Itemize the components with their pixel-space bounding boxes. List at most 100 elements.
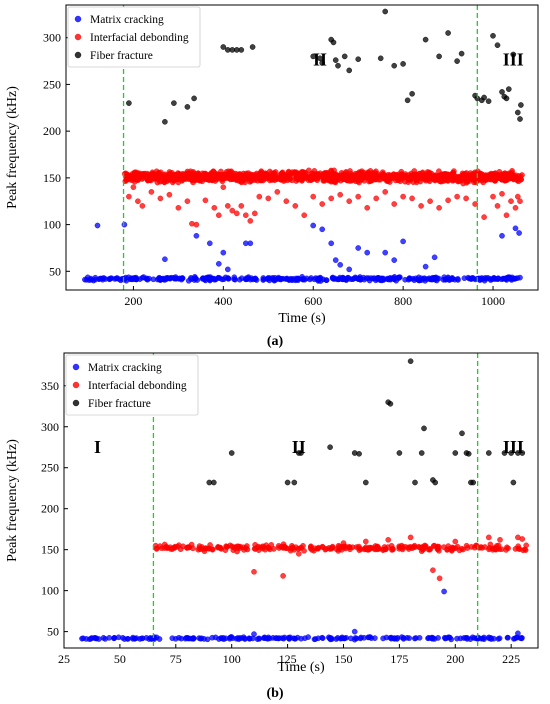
data-point: [421, 275, 428, 282]
data-point: [224, 203, 231, 209]
data-point: [130, 184, 137, 190]
data-point: [269, 177, 276, 183]
data-point: [132, 169, 139, 175]
data-point: [461, 275, 468, 282]
data-point: [481, 636, 487, 642]
data-point: [133, 174, 139, 181]
data-point: [442, 276, 449, 283]
data-point: [356, 450, 362, 457]
data-point: [426, 178, 433, 185]
data-point: [337, 261, 344, 268]
data-point: [517, 116, 523, 122]
data-point: [517, 198, 523, 204]
data-point: [315, 171, 321, 177]
legend-box: [65, 354, 199, 416]
data-point: [121, 221, 128, 228]
data-point: [512, 204, 519, 211]
x-tick-label: 800: [394, 294, 412, 308]
data-point: [283, 173, 290, 180]
data-point: [446, 634, 452, 641]
data-point: [384, 276, 391, 282]
data-point: [519, 536, 526, 542]
data-point: [328, 195, 335, 202]
data-point: [414, 276, 421, 283]
data-point: [324, 174, 331, 180]
data-point: [503, 95, 510, 102]
data-point: [131, 636, 138, 642]
data-point: [317, 55, 323, 62]
data-point: [280, 573, 286, 579]
data-point: [256, 193, 263, 200]
data-point: [404, 97, 411, 104]
data-point: [277, 276, 284, 283]
data-point: [287, 275, 294, 282]
data-point: [238, 179, 245, 186]
data-point: [319, 635, 326, 642]
data-point: [231, 274, 238, 281]
data-point: [494, 203, 501, 209]
data-point: [515, 630, 521, 637]
data-point: [265, 195, 272, 202]
data-point: [491, 545, 498, 552]
data-point: [449, 544, 456, 551]
y-axis-label: Peak frequency (kHz): [5, 86, 20, 209]
y-tick-label: 200: [41, 502, 59, 516]
data-point: [330, 175, 337, 182]
data-point: [215, 212, 222, 218]
data-point: [388, 175, 395, 182]
y-tick-label: 100: [43, 218, 61, 232]
data-point: [440, 544, 447, 550]
legend-label: Interfacial debonding: [90, 32, 189, 44]
stage-label: I: [94, 437, 101, 457]
data-point: [251, 569, 257, 575]
data-point: [492, 170, 499, 176]
data-point: [234, 635, 241, 641]
data-point: [247, 171, 254, 178]
data-point: [510, 479, 517, 486]
data-point: [327, 444, 333, 451]
data-point: [357, 169, 364, 176]
y-tick-label: 150: [41, 543, 59, 557]
data-point: [416, 170, 423, 177]
data-point: [515, 193, 521, 200]
data-point: [481, 94, 487, 101]
data-point: [162, 119, 168, 125]
legend: Matrix cracking Interfacial debonding Fibe…: [65, 354, 199, 416]
series-fiber-fracture: [126, 8, 524, 125]
data-point: [400, 636, 407, 642]
data-point: [301, 212, 308, 218]
data-point: [261, 635, 268, 641]
data-point: [298, 544, 305, 551]
data-point: [99, 276, 106, 283]
data-point: [501, 450, 508, 456]
legend-marker: [74, 15, 82, 23]
data-point: [429, 634, 435, 641]
data-point: [436, 204, 442, 211]
data-point: [100, 635, 107, 641]
data-point: [116, 276, 122, 282]
data-point: [421, 425, 427, 432]
data-point: [210, 176, 216, 183]
x-tick-label: 50: [114, 652, 126, 666]
x-tick-label: 600: [304, 294, 322, 308]
plot-frame: [63, 352, 539, 649]
data-point: [485, 534, 492, 541]
data-point: [364, 204, 371, 211]
data-point: [438, 176, 444, 183]
data-point: [417, 178, 424, 185]
data-point: [233, 210, 240, 217]
data-point: [463, 195, 469, 202]
data-point: [220, 249, 227, 256]
y-tick-label: 250: [41, 461, 59, 475]
data-point: [418, 203, 424, 209]
data-point: [184, 104, 191, 110]
data-point: [499, 232, 505, 239]
plot-area: [79, 358, 530, 643]
data-point: [364, 249, 371, 256]
data-point: [436, 575, 443, 582]
data-point: [434, 546, 441, 553]
data-point: [407, 544, 413, 550]
data-point: [358, 176, 365, 183]
data-point: [298, 450, 304, 456]
